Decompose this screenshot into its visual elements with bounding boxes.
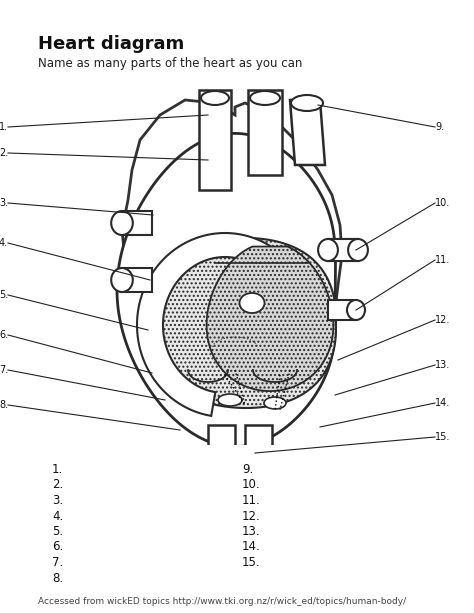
Text: 15.: 15. <box>242 556 261 569</box>
Ellipse shape <box>218 394 242 406</box>
Text: 8.: 8. <box>52 571 63 585</box>
Polygon shape <box>144 238 336 408</box>
Text: 7.: 7. <box>52 556 63 569</box>
Polygon shape <box>122 100 342 435</box>
Text: 12.: 12. <box>435 315 450 325</box>
Text: 10.: 10. <box>242 479 261 492</box>
Polygon shape <box>137 233 303 416</box>
Text: 14.: 14. <box>242 541 261 554</box>
Polygon shape <box>290 100 325 165</box>
Text: 10.: 10. <box>435 198 450 208</box>
Text: 2.: 2. <box>0 148 8 158</box>
Text: 9.: 9. <box>242 463 253 476</box>
Text: 5.: 5. <box>0 290 8 300</box>
Polygon shape <box>328 239 358 261</box>
Ellipse shape <box>250 91 280 105</box>
Text: 1.: 1. <box>0 122 8 132</box>
Text: 3.: 3. <box>52 494 63 507</box>
Ellipse shape <box>291 95 323 111</box>
Text: 6.: 6. <box>52 541 63 554</box>
Text: 13.: 13. <box>242 525 261 538</box>
Text: 12.: 12. <box>242 509 261 522</box>
Text: 13.: 13. <box>435 360 450 370</box>
Text: 1.: 1. <box>52 463 63 476</box>
Ellipse shape <box>318 239 338 261</box>
Polygon shape <box>208 425 235 455</box>
Polygon shape <box>207 246 333 391</box>
Text: Name as many parts of the heart as you can: Name as many parts of the heart as you c… <box>38 57 302 70</box>
Text: 14.: 14. <box>435 398 450 408</box>
Text: 3.: 3. <box>0 198 8 208</box>
Text: 11.: 11. <box>435 255 450 265</box>
Ellipse shape <box>348 239 368 261</box>
Text: 4.: 4. <box>52 509 63 522</box>
Text: 9.: 9. <box>435 122 444 132</box>
Text: 5.: 5. <box>52 525 63 538</box>
Polygon shape <box>117 134 336 447</box>
Text: 15.: 15. <box>435 432 450 442</box>
Ellipse shape <box>111 211 133 235</box>
Ellipse shape <box>111 268 133 292</box>
Text: Heart diagram: Heart diagram <box>38 35 184 53</box>
Polygon shape <box>328 300 356 320</box>
Polygon shape <box>122 211 152 235</box>
Text: 4.: 4. <box>0 238 8 248</box>
Polygon shape <box>245 425 272 455</box>
Text: Accessed from wickED topics http://www.tki.org.nz/r/wick_ed/topics/human-body/: Accessed from wickED topics http://www.t… <box>38 597 406 606</box>
Ellipse shape <box>222 449 254 461</box>
Polygon shape <box>122 268 152 292</box>
Ellipse shape <box>239 293 264 313</box>
Text: 2.: 2. <box>52 479 63 492</box>
Polygon shape <box>199 90 231 190</box>
Text: 7.: 7. <box>0 365 8 375</box>
Text: 8.: 8. <box>0 400 8 410</box>
Ellipse shape <box>201 91 229 105</box>
Ellipse shape <box>347 300 365 320</box>
Text: 6.: 6. <box>0 330 8 340</box>
Polygon shape <box>328 239 358 261</box>
Polygon shape <box>248 90 282 175</box>
Ellipse shape <box>264 397 286 409</box>
Text: 11.: 11. <box>242 494 261 507</box>
